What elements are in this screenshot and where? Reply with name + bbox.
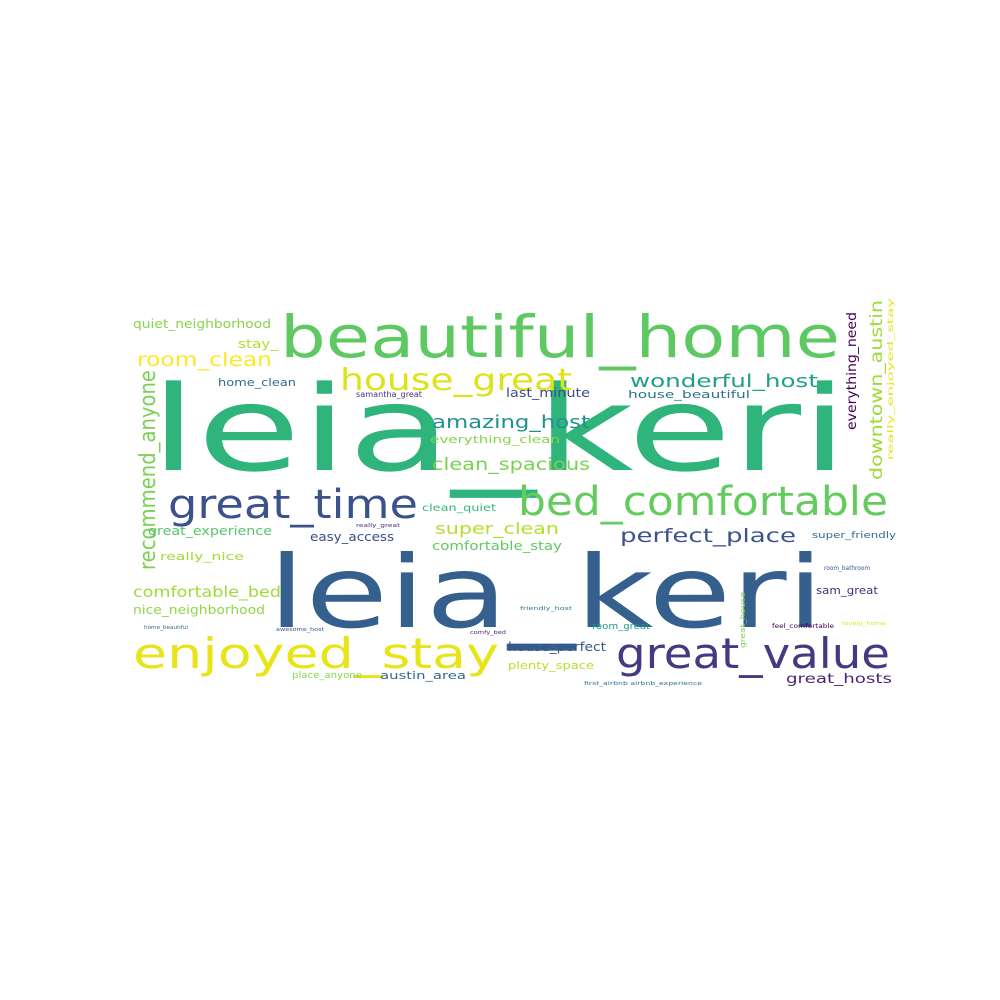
word-easy-access-29: easy_access <box>310 530 394 544</box>
word-great-hosts-46: great_hosts <box>786 672 892 687</box>
word-sam-great-33: sam_great <box>816 584 879 597</box>
word-quiet-neighborhood-18: quiet_neighborhood <box>133 317 271 331</box>
word-comfy-bed-40: comfy_bed <box>470 630 506 636</box>
word-beautiful-home-2: beautiful_home <box>280 303 840 371</box>
word-downtown-austin-15: downtown_austin <box>867 300 887 480</box>
word-wonderful-host-10: wonderful_host <box>630 371 818 392</box>
word-enjoyed-stay-5: enjoyed_stay <box>133 629 499 678</box>
word-nice-neighborhood-32: nice_neighborhood <box>133 603 265 617</box>
word-recommend-anyone-8: recommend_anyone <box>136 370 161 570</box>
word-room-clean-9: room_clean <box>137 349 272 371</box>
word-everything-need-17: everything_need <box>845 312 860 430</box>
word-friendly-host-36: friendly_host <box>520 606 572 612</box>
word-great-experience-27: great_experience <box>148 524 272 538</box>
word-home-beautiful-38: home_beautiful <box>144 625 188 631</box>
word-house-beautiful-23: house_beautiful <box>628 388 750 401</box>
word-lovely-home-43: lovely_home <box>842 621 886 627</box>
word-austin-area-48: austin_area <box>380 669 466 682</box>
word-perfect-place-13: perfect_place <box>620 525 796 547</box>
word-awesome-host-39: awesome_host <box>276 627 324 633</box>
word-clean-spacious-12: clean_spacious <box>432 455 590 475</box>
word-comfortable-stay-30: comfortable_stay <box>432 539 562 553</box>
word-plenty-space-45: plenty_space <box>508 659 594 672</box>
word-feel-comfortable-42: feel_comfortable <box>772 623 834 630</box>
word-really-nice-28: really_nice <box>160 550 244 563</box>
word-samantha-great-21: samantha_great <box>356 390 422 399</box>
word-everything-clean-24: everything_clean <box>430 433 560 446</box>
word-leia-keri-0: leia_keri <box>150 360 848 498</box>
word-house-perfect-44: house_perfect <box>508 640 606 654</box>
word-really-enjoyed-stay-35: really_enjoyed_stay <box>886 297 895 460</box>
word-great-value-6: great_value <box>616 629 890 678</box>
word-clean-quiet-25: clean_quiet <box>422 503 496 514</box>
word-last-minute-22: last_minute <box>506 386 590 400</box>
word-bed-comfortable-3: bed_comfortable <box>518 479 888 525</box>
word-great-house-37: great_house <box>739 592 747 648</box>
word-leia-keri-1: leia_keri <box>268 534 824 651</box>
word-house-great-7: house_great <box>340 363 572 398</box>
word-super-clean-14: super_clean <box>435 519 559 539</box>
word-stay-19: stay_ <box>238 337 279 351</box>
word-first-airbnb-airbnb-experience-49: first_airbnb airbnb_experience <box>584 681 702 687</box>
word-place-anyone-47: place_anyone <box>292 671 363 681</box>
word-great-time-4: great_time <box>168 482 418 528</box>
word-super-friendly-31: super_friendly <box>812 531 897 541</box>
word-home-clean-20: home_clean <box>218 376 296 389</box>
word-room-great-41: room_great <box>592 622 651 632</box>
word-room-bathroom-34: room_bathroom <box>824 565 870 572</box>
word-comfortable-bed-16: comfortable_bed <box>133 583 281 602</box>
word-really-great-26: really_great <box>356 523 400 529</box>
word-amazing-host-11: amazing_host <box>432 412 590 433</box>
